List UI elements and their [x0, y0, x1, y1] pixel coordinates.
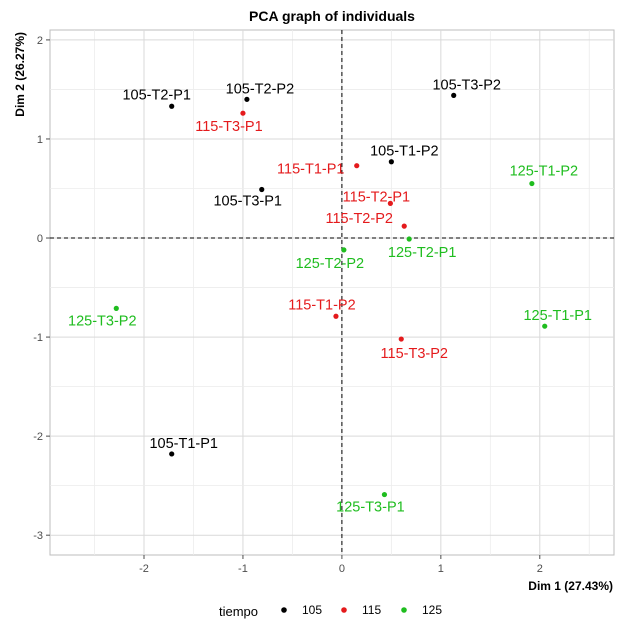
x-tick-label: -2	[139, 563, 149, 575]
data-point-125-T2-P2	[341, 247, 347, 253]
y-tick-label: -3	[33, 530, 43, 542]
plot-border	[49, 29, 615, 556]
data-point-115-T2-P2	[401, 223, 407, 229]
data-points	[113, 92, 548, 498]
plot-panel	[49, 29, 615, 556]
y-tick-label: 0	[37, 233, 43, 245]
data-point-105-T2-P2	[244, 96, 250, 102]
reference-lines	[50, 30, 614, 555]
x-axis-title: Dim 1 (27.43%)	[528, 579, 613, 593]
legend-marker-115	[341, 607, 347, 613]
point-label-125-T1-P2: 125-T1-P2	[510, 164, 579, 180]
point-label-125-T1-P1: 125-T1-P1	[523, 308, 592, 324]
axis-ticks: -2 -1 0 1 2 -3 -2 -1 0 1 2	[33, 35, 543, 575]
y-tick-label: -1	[33, 332, 43, 344]
legend: tiempo 105 115 125	[219, 603, 442, 619]
data-point-125-T3-P2	[113, 305, 119, 311]
x-tick-label: 0	[339, 563, 345, 575]
x-tick-label: 2	[537, 563, 543, 575]
data-point-125-T1-P1	[542, 323, 548, 329]
point-label-115-T2-P1: 115-T2-P1	[343, 189, 410, 205]
point-label-115-T3-P2: 115-T3-P2	[381, 346, 448, 362]
point-label-115-T2-P2: 115-T2-P2	[326, 211, 393, 227]
grid-lines	[50, 30, 614, 555]
data-point-125-T1-P2	[529, 180, 535, 187]
chart-title: PCA graph of individuals	[249, 8, 415, 24]
data-point-105-T2-P1	[169, 103, 175, 109]
data-point-125-T2-P1	[406, 236, 412, 242]
data-point-115-T3-P2	[398, 336, 404, 342]
legend-marker-105	[281, 607, 287, 613]
point-label-105-T2-P2: 105-T2-P2	[226, 81, 295, 97]
point-label-125-T3-P1: 125-T3-P1	[336, 500, 405, 516]
data-point-115-T3-P1	[240, 110, 246, 116]
point-label-115-T1-P1: 115-T1-P1	[277, 162, 344, 178]
point-label-125-T2-P1: 125-T2-P1	[388, 245, 457, 261]
y-tick-label: 1	[37, 134, 43, 146]
legend-title: tiempo	[219, 604, 258, 619]
data-point-115-T1-P2	[333, 313, 339, 319]
point-label-105-T3-P1: 105-T3-P1	[213, 193, 282, 209]
plot-background	[50, 30, 614, 555]
data-point-105-T1-P1	[169, 451, 175, 457]
point-label-125-T2-P2: 125-T2-P2	[296, 256, 365, 272]
x-tick-label: 1	[438, 563, 444, 575]
point-label-105-T1-P2: 105-T1-P2	[370, 144, 439, 160]
point-label-125-T3-P2: 125-T3-P2	[68, 313, 137, 329]
y-tick-label: -2	[33, 431, 43, 443]
data-point-115-T1-P1	[354, 163, 360, 169]
point-label-105-T2-P1: 105-T2-P1	[122, 87, 191, 103]
data-point-105-T3-P1	[259, 186, 265, 193]
legend-label-125: 125	[422, 603, 442, 617]
point-label-105-T1-P1: 105-T1-P1	[149, 436, 218, 452]
data-point-105-T1-P2	[388, 159, 394, 165]
x-tick-label: -1	[238, 563, 248, 575]
data-point-115-T2-P1	[387, 200, 393, 206]
legend-label-105: 105	[302, 603, 322, 617]
y-tick-label: 2	[37, 35, 43, 47]
point-label-105-T3-P2: 105-T3-P2	[432, 77, 501, 93]
legend-label-115: 115	[362, 603, 381, 617]
y-axis-title: Dim 2 (26.27%)	[13, 32, 27, 117]
point-label-115-T1-P2: 115-T1-P2	[288, 297, 355, 313]
legend-marker-125	[401, 607, 407, 613]
data-point-105-T3-P2	[451, 92, 457, 98]
point-label-115-T3-P1: 115-T3-P1	[195, 119, 262, 135]
data-point-125-T3-P1	[381, 491, 388, 498]
point-labels: 105-T2-P1 105-T2-P2 105-T3-P2 105-T1-P2 105-…	[68, 77, 592, 515]
